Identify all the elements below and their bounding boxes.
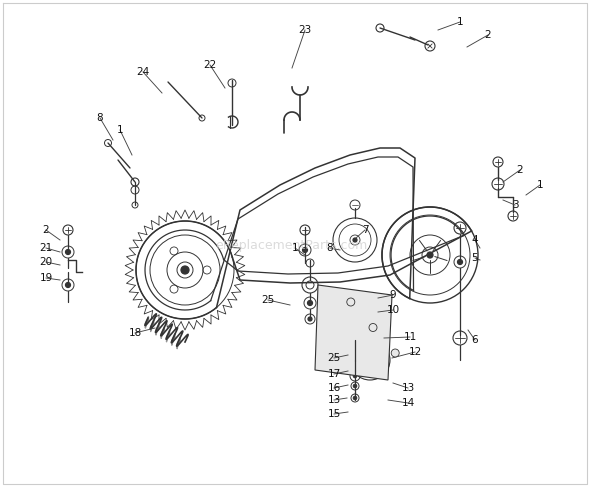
Circle shape (181, 266, 189, 274)
Circle shape (353, 338, 357, 342)
Text: 5: 5 (471, 253, 478, 263)
Circle shape (353, 374, 357, 378)
Circle shape (353, 364, 357, 368)
Text: 16: 16 (327, 383, 340, 393)
Text: 15: 15 (327, 409, 340, 419)
Text: 23: 23 (299, 25, 312, 35)
Text: 13: 13 (401, 383, 415, 393)
Text: 18: 18 (129, 328, 142, 338)
Text: 20: 20 (40, 257, 53, 267)
Text: 19: 19 (40, 273, 53, 283)
Text: 11: 11 (404, 332, 417, 342)
Circle shape (307, 300, 313, 305)
Text: 2: 2 (42, 225, 50, 235)
Text: 22: 22 (204, 60, 217, 70)
Text: 2: 2 (517, 165, 523, 175)
Text: 21: 21 (40, 243, 53, 253)
Text: 25: 25 (261, 295, 274, 305)
Text: 14: 14 (401, 398, 415, 408)
Text: 1: 1 (117, 125, 123, 135)
Circle shape (347, 298, 355, 306)
Circle shape (391, 349, 399, 357)
Circle shape (303, 247, 307, 252)
Text: 17: 17 (327, 369, 340, 379)
Polygon shape (315, 285, 392, 380)
Circle shape (369, 323, 377, 332)
Circle shape (427, 252, 433, 258)
Text: 9: 9 (389, 290, 396, 300)
Text: 4: 4 (471, 235, 478, 245)
Circle shape (308, 317, 312, 321)
Text: 2: 2 (485, 30, 491, 40)
Text: 6: 6 (471, 335, 478, 345)
Text: 13: 13 (327, 395, 340, 405)
Circle shape (353, 396, 357, 400)
Circle shape (65, 282, 70, 287)
Circle shape (457, 260, 463, 264)
Text: 7: 7 (362, 225, 368, 235)
Text: 1: 1 (537, 180, 543, 190)
Circle shape (65, 249, 70, 255)
Circle shape (353, 238, 357, 242)
Text: 8: 8 (97, 113, 103, 123)
Text: 1: 1 (457, 17, 463, 27)
Text: 3: 3 (512, 200, 518, 210)
Text: 25: 25 (327, 353, 340, 363)
Text: 12: 12 (408, 347, 422, 357)
Circle shape (353, 352, 357, 356)
Text: eReplacementParts.com: eReplacementParts.com (215, 239, 367, 251)
Text: 8: 8 (327, 243, 333, 253)
Text: 24: 24 (136, 67, 150, 77)
Text: 1: 1 (291, 243, 299, 253)
Text: 10: 10 (386, 305, 399, 315)
Circle shape (353, 384, 357, 388)
Circle shape (368, 358, 372, 362)
